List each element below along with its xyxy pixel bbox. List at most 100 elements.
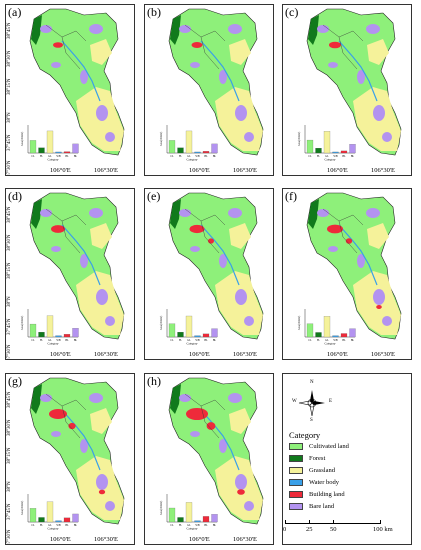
- longitude-label: 106°30'E: [233, 536, 257, 543]
- chart-xlabel: Category: [325, 342, 336, 346]
- compass-s: S: [310, 418, 313, 423]
- chart-bar: [29, 508, 37, 523]
- legend-swatch: [289, 455, 303, 463]
- north-arrow-icon: [298, 390, 325, 417]
- legend-swatch: [289, 503, 303, 511]
- latitude-label: 38°30'N: [7, 234, 12, 251]
- chart-bar: [194, 520, 201, 523]
- chart-xlabel: Category: [187, 527, 198, 531]
- land-use-map: [29, 377, 125, 525]
- chart-tick-label: CL: [31, 155, 35, 158]
- chart-tick-label: BL: [351, 339, 355, 342]
- scale-label-100: 100 km: [373, 526, 393, 533]
- panel-label: (e): [147, 189, 161, 203]
- chart-tick-label: BL: [65, 339, 69, 342]
- compass-w: W: [292, 399, 297, 404]
- latitude-label: 38°N: [7, 112, 12, 123]
- map-panel: (f) 106°0'E 106°30'E CL FL GL WB BL BL Category Ar…: [282, 188, 412, 360]
- chart-bar: [72, 513, 79, 523]
- map-panel: (e) 106°0'E 106°30'E CL FL GL WB BL BL Category Ar…: [144, 188, 274, 360]
- bar-chart: CL FL GL WB BL BL Category Area(10⁴km²): [160, 125, 218, 161]
- scale-label-0: 0: [283, 526, 287, 533]
- legend-swatch: [289, 467, 303, 475]
- chart-tick-label: BL: [342, 339, 346, 342]
- chart-xlabel: Category: [48, 158, 59, 162]
- chart-bar: [177, 332, 184, 338]
- panel-label: (h): [147, 374, 161, 388]
- longitude-label: 106°30'E: [371, 167, 395, 174]
- chart-bar: [315, 148, 322, 154]
- chart-ylabel: Area(10⁴km²): [298, 132, 301, 146]
- chart-tick-label: FL: [179, 339, 182, 342]
- panel-label: (g): [8, 374, 22, 388]
- scale-label-25: 25: [306, 526, 313, 533]
- map-panel: (b) 106°0'E 106°30'E CL FL GL WB BL BL Category Ar…: [144, 4, 274, 176]
- chart-bar: [323, 316, 331, 338]
- chart-ylabel: Area(10⁴km²): [298, 316, 301, 330]
- chart-bar: [38, 147, 45, 154]
- latitude-label: 38°30'N: [7, 50, 12, 67]
- chart-tick-label: WB: [195, 524, 199, 527]
- legend-swatch: [289, 491, 303, 499]
- legend-swatch: [289, 443, 303, 451]
- bar-chart: CL FL GL WB BL BL Category Area(10⁴km²): [160, 309, 218, 345]
- chart-bar: [211, 143, 218, 154]
- map-panel: (g) 38°45'N 38°30'N 38°15'N 38°N 37°45'N 37°30…: [5, 373, 135, 545]
- chart-bar: [306, 323, 314, 338]
- chart-bar: [202, 333, 210, 338]
- chart-bar: [202, 151, 210, 154]
- chart-bar: [211, 328, 218, 338]
- panel-label: (b): [147, 5, 161, 19]
- chart-tick-label: GL: [187, 155, 191, 158]
- chart-tick-label: WB: [333, 339, 337, 342]
- chart-tick-label: GL: [325, 155, 329, 158]
- longitude-label: 106°30'E: [94, 167, 118, 174]
- chart-bar: [55, 335, 62, 338]
- chart-ylabel: Area(10⁴km²): [160, 316, 163, 330]
- chart-bar: [202, 516, 210, 523]
- longitude-label: 106°30'E: [94, 351, 118, 358]
- chart-tick-label: FL: [40, 339, 43, 342]
- chart-tick-label: FL: [179, 524, 182, 527]
- chart-tick-label: BL: [65, 524, 69, 527]
- chart-bar: [55, 520, 62, 523]
- chart-tick-label: CL: [170, 339, 174, 342]
- longitude-label: 106°30'E: [94, 536, 118, 543]
- chart-tick-label: BL: [351, 155, 355, 158]
- chart-bar: [211, 514, 218, 523]
- latitude-label: 37°45'N: [7, 503, 12, 520]
- bar-chart: CL FL GL WB BL BL Category Area(10⁴km²): [298, 309, 356, 346]
- chart-bar: [72, 143, 79, 154]
- chart-bar: [168, 323, 176, 338]
- legend-title: Category: [289, 430, 321, 440]
- legend-label: Cultivated land: [309, 443, 349, 450]
- latitude-label: 38°30'N: [7, 419, 12, 436]
- panel-label: (d): [8, 189, 22, 203]
- longitude-label: 106°0'E: [50, 536, 71, 543]
- chart-tick-label: WB: [195, 155, 199, 158]
- legend-label: Grassland: [309, 467, 335, 474]
- chart-tick-label: BL: [74, 339, 78, 342]
- chart-bar: [185, 315, 193, 338]
- land-use-map: [29, 192, 125, 340]
- chart-bar: [63, 334, 71, 338]
- chart-ylabel: Area(10⁴km²): [21, 501, 24, 515]
- chart-xlabel: Category: [48, 527, 59, 531]
- panel-label: (a): [8, 5, 22, 19]
- legend-item: Grassland: [289, 466, 335, 476]
- land-use-map: [306, 192, 402, 340]
- chart-tick-label: WB: [56, 155, 60, 158]
- chart-tick-label: GL: [187, 524, 191, 527]
- chart-tick-label: FL: [179, 155, 182, 158]
- longitude-label: 106°0'E: [327, 351, 348, 358]
- longitude-label: 106°0'E: [189, 351, 210, 358]
- longitude-label: 106°30'E: [233, 351, 257, 358]
- latitude-label: 37°30'N: [7, 529, 12, 545]
- chart-bar: [46, 315, 54, 338]
- chart-bar: [349, 328, 356, 338]
- bar-chart: CL FL GL WB BL BL Category Area(10⁴km²): [21, 309, 79, 345]
- chart-tick-label: GL: [48, 339, 52, 342]
- chart-tick-label: BL: [74, 524, 78, 527]
- chart-bar: [55, 151, 62, 154]
- chart-bar: [29, 140, 37, 154]
